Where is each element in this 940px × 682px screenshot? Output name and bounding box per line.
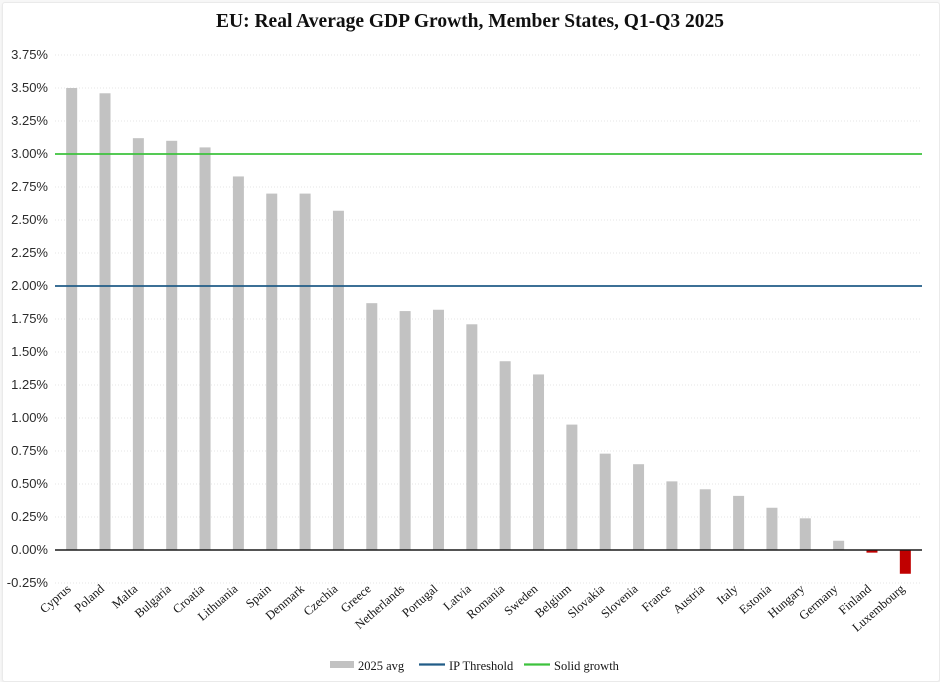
svg-text:3.75%: 3.75% [11, 47, 48, 62]
svg-text:Bulgaria: Bulgaria [132, 581, 174, 620]
svg-text:1.75%: 1.75% [11, 311, 48, 326]
svg-text:Italy: Italy [714, 581, 741, 607]
svg-text:2.75%: 2.75% [11, 179, 48, 194]
svg-text:3.50%: 3.50% [11, 80, 48, 95]
svg-text:2025 avg: 2025 avg [358, 659, 405, 673]
svg-text:Solid growth: Solid growth [554, 659, 620, 673]
svg-text:0.50%: 0.50% [11, 476, 48, 491]
svg-text:0.00%: 0.00% [11, 542, 48, 557]
svg-text:2.00%: 2.00% [11, 278, 48, 293]
svg-text:Portugal: Portugal [399, 581, 441, 620]
svg-text:1.00%: 1.00% [11, 410, 48, 425]
svg-text:Austria: Austria [670, 581, 707, 616]
svg-text:-0.25%: -0.25% [7, 575, 49, 590]
svg-text:1.25%: 1.25% [11, 377, 48, 392]
svg-text:Romania: Romania [464, 581, 508, 621]
svg-text:1.50%: 1.50% [11, 344, 48, 359]
svg-text:France: France [639, 581, 674, 614]
svg-text:3.00%: 3.00% [11, 146, 48, 161]
svg-text:Poland: Poland [72, 581, 108, 615]
svg-text:Slovenia: Slovenia [598, 581, 641, 621]
svg-text:Czechia: Czechia [301, 581, 341, 618]
svg-text:IP Threshold: IP Threshold [449, 659, 514, 673]
svg-text:0.75%: 0.75% [11, 443, 48, 458]
svg-text:3.25%: 3.25% [11, 113, 48, 128]
svg-text:2.50%: 2.50% [11, 212, 48, 227]
svg-text:0.25%: 0.25% [11, 509, 48, 524]
svg-text:2.25%: 2.25% [11, 245, 48, 260]
